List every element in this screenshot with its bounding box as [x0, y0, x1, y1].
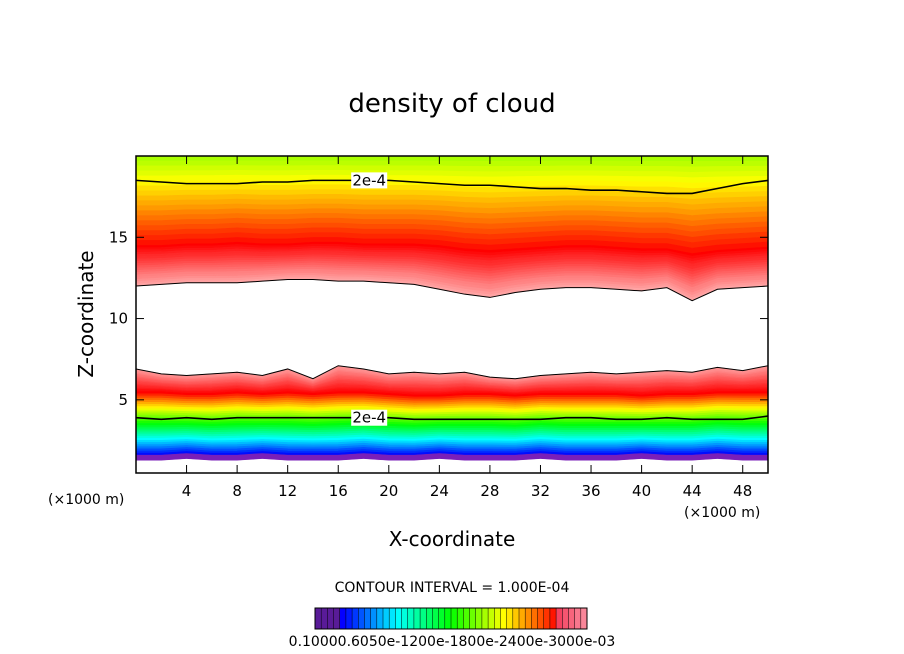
x-tick-label: 20 [379, 482, 398, 500]
colorbar-swatch [333, 608, 341, 629]
colorbar-swatch [481, 608, 489, 629]
x-unit-label: (×1000 m) [48, 492, 124, 508]
x-tick-label: 12 [278, 482, 297, 500]
colorbar-swatch [426, 608, 433, 629]
x-tick-label: 8 [232, 482, 242, 500]
colorbar-swatch [321, 608, 328, 629]
colorbar-swatch [364, 608, 372, 629]
x-tick-label: 32 [531, 482, 550, 500]
colorbar-swatch [562, 608, 569, 629]
colorbar-swatch [432, 608, 440, 629]
colorbar-swatch [389, 608, 396, 629]
colorbar-swatch [395, 608, 402, 629]
colorbar-swatch [345, 608, 353, 629]
colorbar-swatch [543, 608, 551, 629]
colorbar-swatch [537, 608, 545, 629]
colorbar-frame [314, 607, 588, 630]
colorbar-swatch [475, 608, 483, 629]
colorbar-swatch [383, 608, 390, 629]
colorbar-swatch [463, 608, 470, 629]
colorbar-swatch [420, 608, 427, 629]
x-tick-label: 48 [733, 482, 752, 500]
x-axis-title: X-coordinate [389, 527, 516, 551]
colorbar-swatch [488, 608, 495, 629]
colorbar-swatch [469, 608, 477, 629]
contour-interval-label: CONTOUR INTERVAL = 1.000E-04 [335, 580, 570, 596]
colorbar-labels: 0.10000.6050e-1200e-1800e-2400e-3000e-03 [289, 634, 616, 650]
colorbar-swatch [549, 608, 557, 629]
colorbar [314, 608, 588, 629]
contour-line-2e-4 [136, 415, 768, 421]
colorbar-swatch [500, 608, 508, 629]
plot-frame [135, 155, 769, 474]
contour-label-bg [351, 409, 388, 426]
colorbar-swatch [525, 608, 532, 629]
colorbar-swatch [413, 608, 421, 629]
contour-lines [136, 179, 768, 421]
colorbar-swatch [457, 608, 464, 629]
y-tick-label: 10 [109, 310, 128, 328]
colorbar-swatch [358, 608, 365, 629]
colorbar-swatch [568, 608, 576, 629]
contour-line-2e-4 [136, 179, 768, 195]
y-axis-title: Z-coordinate [74, 250, 98, 377]
y-axis: 5 10 15 [109, 228, 768, 409]
colorbar-swatch [444, 608, 452, 629]
colorbar-swatch [352, 608, 359, 629]
x-tick-label: 4 [182, 482, 192, 500]
colorbar-swatch [451, 608, 458, 629]
contour-label-bg [351, 172, 388, 189]
x-tick-label: 36 [581, 482, 600, 500]
colorbar-swatch [556, 608, 563, 629]
contour-label: 2e-4 [352, 171, 386, 189]
x-tick-label: 40 [632, 482, 651, 500]
colorbar-swatch [401, 608, 409, 629]
colorbar-swatch [327, 608, 334, 629]
x-tick-label: 44 [683, 482, 702, 500]
x-tick-label: 28 [480, 482, 499, 500]
colorbar-swatch [339, 608, 347, 629]
colorbar-swatch [519, 608, 526, 629]
colorbar-swatch [315, 608, 322, 629]
y-tick-label: 5 [118, 391, 128, 409]
colorbar-swatch [376, 608, 384, 629]
colorbar-swatch [438, 608, 446, 629]
contour-labels: 2e-4 2e-4 [351, 171, 388, 427]
colorbar-swatch [506, 608, 514, 629]
x-tick-label: 16 [329, 482, 348, 500]
chart-title: density of cloud [348, 89, 555, 119]
x-tick-label: 24 [430, 482, 449, 500]
colorbar-swatch [574, 608, 582, 629]
x-unit-label-right: (×1000 m) [684, 505, 760, 521]
colorbar-swatch [370, 608, 378, 629]
contour-line-upper-edge [136, 279, 768, 302]
contour-line-lower-edge [136, 365, 768, 380]
colorbar-swatch [531, 608, 538, 629]
contour-label: 2e-4 [352, 409, 386, 427]
colorbar-swatch [494, 608, 501, 629]
plot-area [136, 156, 768, 473]
colorbar-swatch [512, 608, 520, 629]
colorbar-swatch [407, 608, 415, 629]
colorbar-swatch [580, 608, 588, 629]
clear-band [136, 458, 768, 473]
x-axis: 4 8 12 16 20 24 28 32 36 40 44 48 [182, 156, 752, 500]
y-tick-label: 15 [109, 228, 128, 246]
